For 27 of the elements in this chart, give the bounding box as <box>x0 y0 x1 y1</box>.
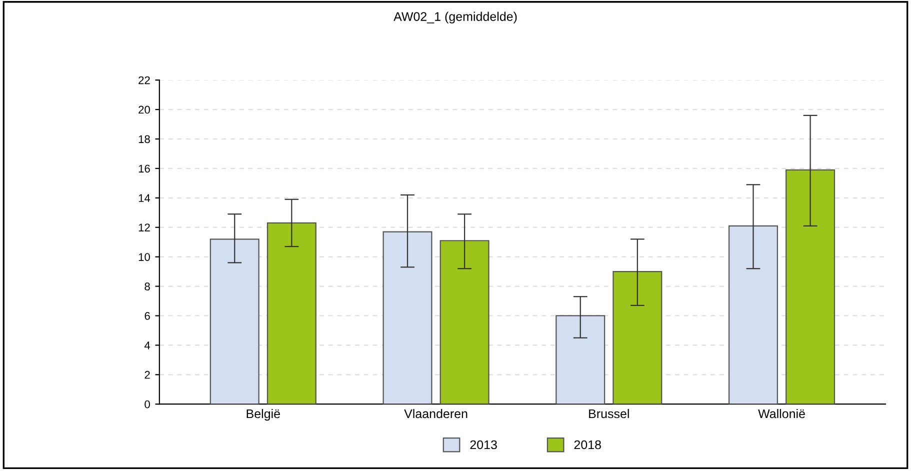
y-tick-label: 2 <box>144 370 150 379</box>
bar <box>786 169 836 404</box>
y-tick-label: 10 <box>138 253 150 261</box>
x-tick-label: België <box>246 408 280 421</box>
legend-label: 2013 <box>470 440 497 450</box>
x-tick-label: Wallonië <box>758 408 805 418</box>
y-tick-label: 16 <box>138 164 150 173</box>
y-tick-label: 8 <box>144 282 150 290</box>
y-tick-label: 12 <box>138 224 150 232</box>
y-tick-label: 0 <box>144 400 150 408</box>
y-tick-label: 20 <box>138 106 150 114</box>
legend-label: 2018 <box>574 440 601 450</box>
chart-title: AW02_1 (gemiddelde) <box>394 12 517 24</box>
y-tick-label: 18 <box>138 135 150 144</box>
y-tick-label: 14 <box>138 194 150 202</box>
y-tick-label: 22 <box>138 76 150 84</box>
bar <box>556 315 606 404</box>
x-tick-label: Vlaanderen <box>404 408 468 418</box>
bar <box>210 238 260 404</box>
bar <box>440 240 490 404</box>
bar <box>266 222 316 404</box>
bar <box>382 231 432 404</box>
bar <box>612 271 662 404</box>
y-tick-label: 6 <box>144 312 150 320</box>
y-tick-label: 4 <box>144 342 150 350</box>
bar <box>728 225 778 404</box>
x-tick-label: Brussel <box>589 408 629 418</box>
